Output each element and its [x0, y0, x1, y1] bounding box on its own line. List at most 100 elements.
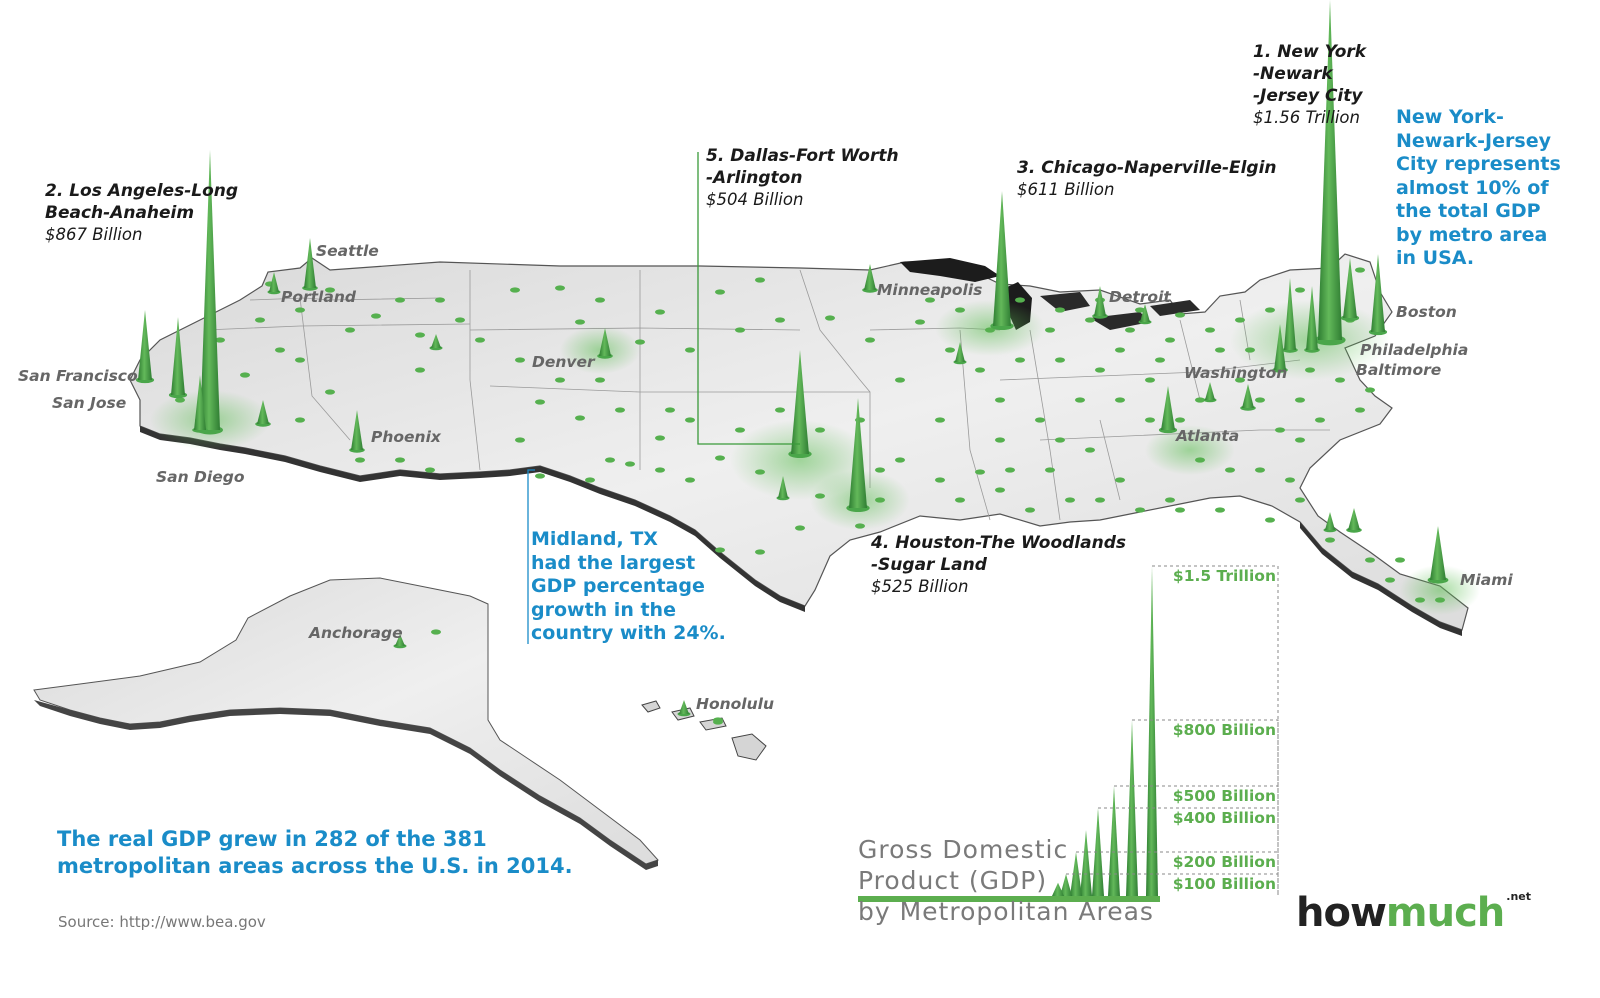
metro-dot [1255, 397, 1265, 403]
san-diego-spike [192, 375, 208, 433]
metro-dot [1265, 307, 1275, 313]
seattle-spike [302, 238, 318, 291]
metro-dot [1065, 497, 1075, 503]
dallas-spike [788, 350, 812, 459]
san-francisco-spike [135, 310, 155, 384]
legend-guide-line [1076, 851, 1279, 896]
metro-dot [715, 289, 725, 295]
metro-dot [1055, 307, 1065, 313]
legend-guide-line [1066, 873, 1279, 896]
metro-dot [655, 467, 665, 473]
metro-dot [1295, 397, 1305, 403]
metro-dot [713, 717, 723, 723]
metro-dot [1125, 327, 1135, 333]
note-line: metropolitan areas across the U.S. in 20… [57, 854, 573, 878]
metro-dot [395, 297, 405, 303]
city-label-anchorage: Anchorage [309, 624, 403, 642]
metro-dot [1325, 537, 1335, 543]
metro-dot [1135, 307, 1145, 313]
phoenix-spike [349, 410, 365, 453]
metro-dot [1315, 417, 1325, 423]
metro-dot [925, 297, 935, 303]
chicago-spike [990, 191, 1014, 331]
source-text: Source: http://www.bea.gov [58, 913, 266, 931]
metro-dot [1415, 597, 1425, 603]
riverside-spike [255, 400, 271, 427]
metro-dot [605, 457, 615, 463]
metro-dot [655, 435, 665, 441]
portland-spike [267, 272, 281, 295]
note-line: GDP percentage [531, 575, 705, 597]
rank5-name-line2: -Arlington [706, 168, 803, 188]
city-label-san-jose: San Jose [52, 394, 127, 412]
metro-dot [595, 377, 605, 383]
washington-spike [1272, 324, 1288, 373]
metro-dot [1165, 337, 1175, 343]
new-york-spike [1314, 0, 1346, 346]
city-label-baltimore: Baltimore [1356, 361, 1442, 379]
city-label-phoenix: Phoenix [371, 428, 441, 446]
houston-spike [846, 398, 870, 513]
metro-dot [615, 407, 625, 413]
metro-dot [815, 493, 825, 499]
alaska [33, 577, 659, 870]
metro-dot [975, 367, 985, 373]
boston-north-spike [1340, 258, 1360, 322]
metro-dot [575, 319, 585, 325]
metro-dot [1355, 407, 1365, 413]
charlotte-spike [1240, 384, 1256, 411]
rank2-value: $867 Billion [45, 225, 143, 244]
legend-title-line: Product (GDP) [858, 866, 1048, 895]
metro-dot [295, 357, 305, 363]
metro-dot [1045, 327, 1055, 333]
logo-suffix: .net [1506, 890, 1531, 903]
metro-dot [1235, 377, 1245, 383]
metro-dot [535, 473, 545, 479]
new-york-share-note: New York- Newark-Jersey City represents … [1396, 106, 1561, 271]
boston-spike [1368, 254, 1388, 336]
rank2-name-line2: Beach-Anaheim [45, 203, 195, 223]
metro-dot [875, 467, 885, 473]
city-label-seattle: Seattle [316, 242, 379, 260]
rank3-value: $611 Billion [1017, 180, 1115, 199]
metro-dot [685, 477, 695, 483]
metro-dot [1175, 417, 1185, 423]
city-label-detroit: Detroit [1109, 288, 1171, 306]
metro-dot [585, 477, 595, 483]
note-line: City represents [1396, 153, 1561, 175]
metro-gdp-spikes [135, 0, 1449, 717]
legend-guide-line [1098, 807, 1279, 896]
legend-guide-line [1132, 719, 1279, 896]
metro-dot [1195, 457, 1205, 463]
metro-dot [665, 407, 675, 413]
metro-dot [655, 309, 665, 315]
metro-dot [1365, 387, 1375, 393]
metro-dot [775, 407, 785, 413]
metro-dot [355, 457, 365, 463]
metro-dot [1225, 467, 1235, 473]
metro-dot [255, 317, 265, 323]
metro-dot [635, 339, 645, 345]
metro-dot [1285, 477, 1295, 483]
raleigh-spike [1203, 382, 1217, 403]
metro-dot [1205, 327, 1215, 333]
legend-spike [1060, 874, 1072, 896]
logo-much: much [1385, 890, 1505, 936]
legend-level-label: $400 Billion [1172, 809, 1276, 827]
note-line: almost 10% of [1396, 176, 1549, 199]
metro-dot [1335, 377, 1345, 383]
metro-dot [755, 277, 765, 283]
metro-dot [1095, 497, 1105, 503]
metro-dot [1085, 317, 1095, 323]
legend-title-line: by Metropolitan Areas [858, 897, 1154, 926]
city-label-denver: Denver [532, 353, 595, 371]
rank4-name-line1: 4. Houston-The Woodlands [871, 533, 1126, 553]
metro-dot [685, 347, 695, 353]
logo-how: how [1296, 890, 1387, 936]
note-line: country with 24%. [531, 622, 726, 644]
legend-spike [1052, 882, 1064, 896]
metro-dot [1245, 347, 1255, 353]
metro-dot [715, 547, 725, 553]
metro-dot [1365, 557, 1375, 563]
